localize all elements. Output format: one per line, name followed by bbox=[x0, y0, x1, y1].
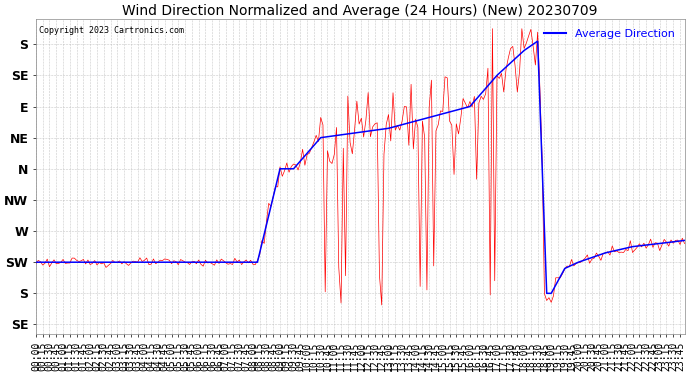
Text: Copyright 2023 Cartronics.com: Copyright 2023 Cartronics.com bbox=[39, 26, 184, 34]
Title: Wind Direction Normalized and Average (24 Hours) (New) 20230709: Wind Direction Normalized and Average (2… bbox=[123, 4, 598, 18]
Legend: Average Direction: Average Direction bbox=[539, 25, 679, 44]
